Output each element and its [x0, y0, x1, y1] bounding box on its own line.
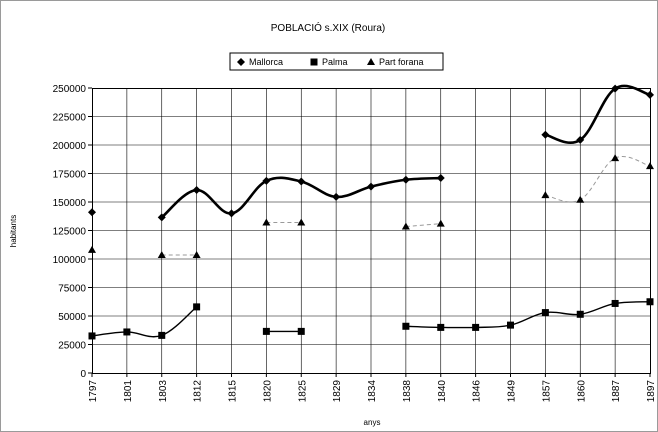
series-line-palma: [91, 306, 198, 338]
y-tick-label: 125000: [53, 227, 87, 238]
series-part-forana: [88, 154, 654, 259]
series-palma: [88, 298, 654, 340]
y-tick-label: 200000: [53, 141, 87, 152]
legend-box: [229, 52, 444, 71]
data-point-palma: [123, 328, 131, 336]
data-point-part-forana: [541, 191, 550, 199]
x-tick-label: 1834: [367, 380, 378, 403]
data-point-palma: [402, 322, 410, 330]
data-point-mallorca: [192, 186, 201, 195]
x-tick-label: 1849: [507, 380, 518, 403]
data-point-part-forana: [401, 222, 410, 230]
data-point-palma: [297, 327, 305, 335]
y-tick-label: 25000: [58, 341, 86, 352]
legend-items: Mallorca Palma Part forana: [237, 57, 424, 67]
data-point-mallorca: [436, 174, 445, 183]
x-tick-label: 1815: [228, 380, 239, 403]
data-point-mallorca: [646, 90, 654, 99]
data-point-mallorca: [157, 213, 166, 222]
data-point-mallorca: [401, 175, 410, 184]
chart-title: POBLACIÓ s.XIX (Roura): [271, 21, 385, 34]
legend: Mallorca Palma Part forana: [229, 52, 444, 71]
data-point-palma: [576, 310, 584, 318]
data-point-part-forana: [192, 251, 201, 259]
x-tick-label: 1840: [437, 380, 448, 403]
series-line-mallorca: [545, 84, 651, 144]
y-tick-label: 250000: [53, 84, 87, 95]
legend-label-part-forana: Part forana: [379, 57, 424, 67]
data-point-palma: [507, 321, 514, 329]
data-point-mallorca: [611, 84, 620, 93]
x-tick-label: 1857: [541, 380, 552, 403]
data-point-mallorca: [541, 130, 550, 139]
x-tick-label: 1846: [472, 380, 483, 403]
data-point-palma: [158, 331, 166, 339]
data-point-palma: [472, 323, 480, 331]
y-tick-label: 175000: [53, 170, 87, 181]
data-point-palma: [88, 332, 96, 340]
data-point-part-forana: [88, 245, 96, 253]
legend-marker-mallorca: [237, 58, 245, 66]
data-point-palma: [193, 303, 201, 311]
x-tick-label: 1801: [123, 380, 134, 403]
data-point-mallorca: [262, 176, 271, 185]
data-point-palma: [541, 309, 549, 317]
x-tick-label: 1897: [646, 380, 657, 403]
x-tick-label: 1887: [611, 380, 622, 403]
y-axis-label: habitants: [9, 215, 18, 247]
data-point-part-forana: [436, 219, 445, 227]
data-point-mallorca: [297, 177, 306, 186]
data-point-part-forana: [576, 195, 585, 203]
data-point-mallorca: [576, 135, 585, 144]
data-point-mallorca: [88, 208, 96, 217]
y-tick-label: 225000: [53, 113, 87, 124]
x-tick-label: 1797: [88, 380, 99, 403]
data-point-part-forana: [262, 218, 271, 226]
data-point-mallorca: [332, 192, 341, 201]
x-tick-label: 1825: [297, 380, 308, 403]
data-point-part-forana: [646, 162, 654, 170]
data-point-palma: [437, 323, 445, 331]
series-line-part-forana: [545, 156, 651, 203]
legend-marker-palma: [310, 58, 318, 66]
x-tick-label: 1820: [262, 380, 273, 403]
x-axis-label: anys: [364, 418, 381, 427]
data-point-palma: [262, 327, 270, 335]
x-tick-label: 1812: [193, 380, 204, 403]
x-tick-label: 1838: [402, 380, 413, 403]
y-tick-label: 100000: [53, 255, 87, 266]
data-point-mallorca: [227, 209, 236, 218]
y-tick-label: 50000: [58, 312, 86, 323]
y-tick-label: 150000: [53, 198, 87, 209]
plot-area: [92, 88, 651, 374]
y-axis-ticks: 0 25000 50000 75000 100000 125000 150000 175000…: [53, 84, 92, 380]
data-point-part-forana: [157, 251, 166, 259]
data-point-part-forana: [297, 218, 306, 226]
series-layer: [88, 84, 654, 340]
data-point-mallorca: [367, 182, 375, 191]
x-axis-ticks: 1797 1801 1803 1812 1815 1820 1825 1829 1834 1838…: [88, 373, 657, 402]
legend-marker-part-forana: [367, 58, 375, 65]
y-tick-label: 0: [80, 369, 86, 380]
legend-label-mallorca: Mallorca: [249, 57, 283, 67]
y-tick-label: 75000: [58, 284, 86, 295]
data-point-palma: [611, 299, 619, 307]
series-mallorca: [88, 84, 654, 222]
x-tick-label: 1803: [158, 380, 169, 403]
data-point-palma: [646, 298, 654, 306]
legend-label-palma: Palma: [322, 57, 348, 67]
x-tick-label: 1829: [332, 380, 343, 403]
x-tick-label: 1860: [576, 380, 587, 403]
data-point-part-forana: [611, 154, 620, 162]
